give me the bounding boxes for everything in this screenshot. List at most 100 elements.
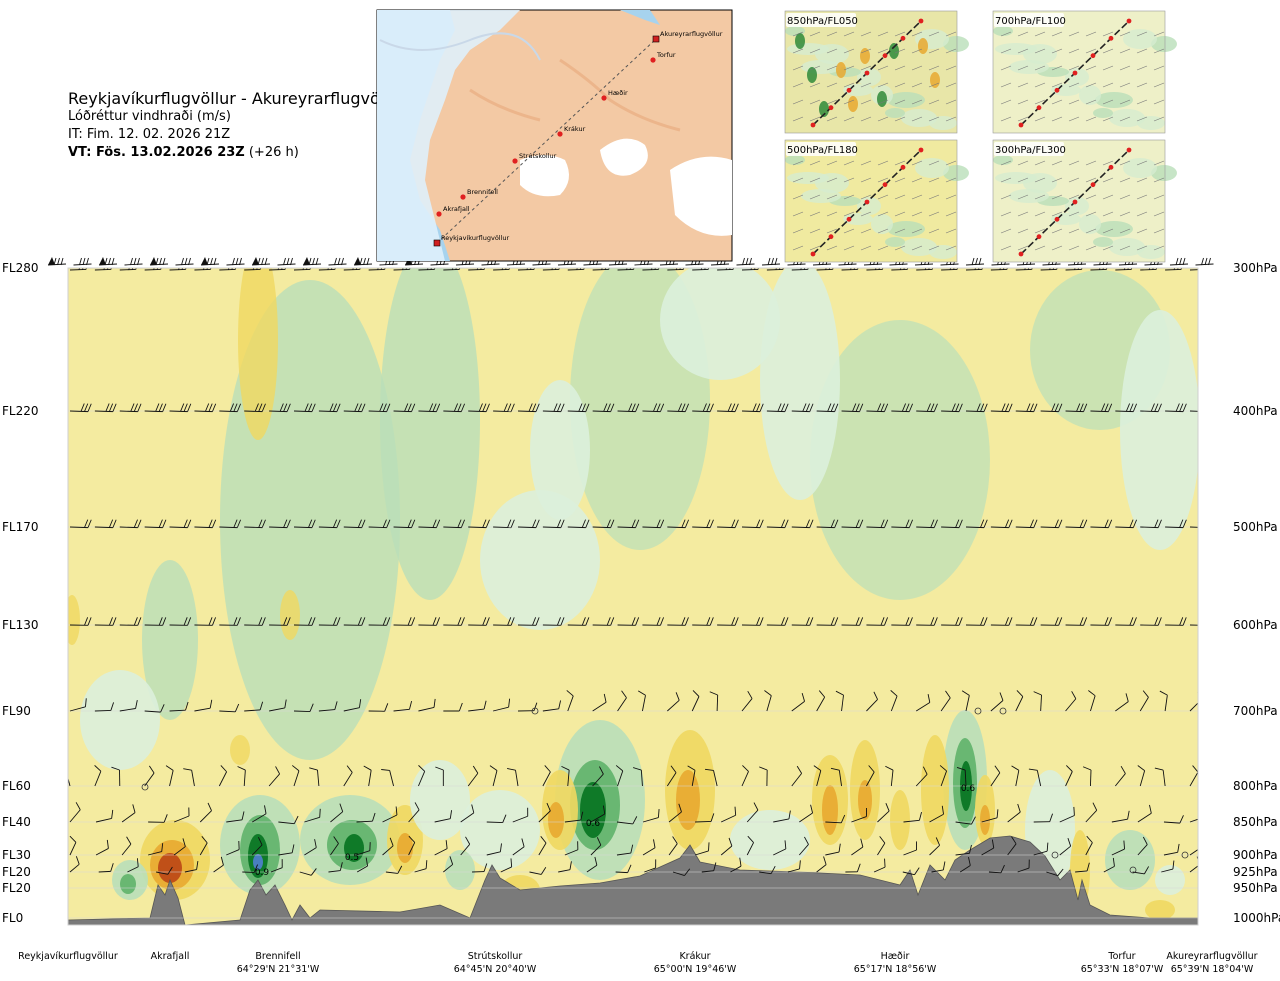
wind-barb [813, 765, 822, 787]
wind-barb [965, 617, 988, 626]
top-wind-barb [302, 257, 322, 266]
wind-barb [194, 519, 217, 529]
field-cell [858, 780, 872, 820]
wind-barb [121, 836, 132, 856]
wind-barb [915, 694, 931, 712]
wind-barb [418, 403, 441, 413]
wind-barb [95, 839, 109, 856]
wind-barb [1082, 766, 1092, 787]
wind-barb [382, 837, 394, 856]
wind-barb [717, 403, 739, 413]
wind-barb [356, 857, 369, 873]
wind-barb [903, 841, 918, 856]
wind-barb [564, 811, 584, 823]
wind-barb [1163, 815, 1184, 824]
wind-barb [692, 519, 714, 529]
wind-barb [1103, 857, 1115, 873]
chart-title-block: Reykjavíkurflugvöllur - Akureyrarflugvöl… [68, 90, 405, 162]
map-station-marker [557, 131, 563, 137]
wind-barb [866, 519, 889, 529]
wind-barb [1015, 617, 1038, 626]
pressure-level-label: 900hPa [1233, 848, 1278, 862]
station-coord: 65°39'N 18°04'W [1171, 964, 1254, 975]
wind-barb [529, 867, 547, 875]
wind-barb [564, 841, 579, 856]
wind-barb [1065, 403, 1088, 413]
wind-barb [144, 617, 167, 626]
wind-barb [330, 836, 339, 856]
wind-barb [746, 835, 754, 856]
calm-wind-marker [974, 707, 982, 715]
wind-barb [990, 519, 1013, 529]
wind-barb [617, 617, 640, 626]
wind-barb [741, 765, 749, 787]
wind-barb [293, 703, 314, 713]
wind-barb [69, 617, 92, 626]
wind-barb [642, 519, 665, 529]
wind-barb [642, 403, 665, 413]
wind-barb [291, 765, 300, 787]
pressure-level-label: 800hPa [1233, 779, 1278, 793]
wind-barb [644, 859, 657, 873]
wind-barb [363, 765, 372, 787]
wind-barb [468, 519, 490, 529]
wind-barb [119, 617, 142, 626]
pressure-level-label: 850hPa [1233, 815, 1278, 829]
mini-map-label: 300hPa/FL300 [995, 145, 1066, 156]
field-cell [80, 670, 160, 770]
wind-barb [816, 403, 839, 413]
map-station-label: Krákur [564, 125, 586, 133]
wind-barb [278, 844, 295, 856]
wind-barb [434, 840, 448, 856]
wind-barb [512, 838, 525, 856]
wind-barb [592, 766, 604, 787]
wind-barb [990, 617, 1013, 626]
field-cell [253, 854, 263, 870]
wind-barb [299, 868, 317, 876]
wind-barb [567, 617, 590, 626]
wind-barb [851, 807, 867, 823]
calm-wind-marker [1181, 851, 1189, 859]
wind-barb [512, 807, 529, 823]
wind-barb [435, 766, 444, 786]
wind-barb [418, 617, 440, 626]
wind-barb [1189, 765, 1198, 787]
field-cell [548, 802, 564, 838]
wind-barb [95, 809, 114, 823]
field-cell [1155, 865, 1185, 895]
field-cell [445, 850, 475, 890]
wind-barb [318, 701, 338, 712]
wind-barb [121, 804, 136, 823]
wind-barb [194, 403, 217, 413]
wind-barb [1115, 519, 1138, 529]
wind-barb [69, 835, 77, 856]
wind-barb [791, 403, 814, 413]
field-cell [380, 268, 480, 600]
station-coord: 64°29'N 21°31'W [237, 964, 320, 975]
wind-barb [517, 617, 540, 626]
wind-barb [1065, 617, 1088, 626]
wind-barb [343, 699, 362, 712]
vertical-velocity-field: 0.9 0.5 0.6 0.6 [68, 268, 1198, 925]
field-cell [890, 790, 910, 850]
wind-barb [382, 806, 398, 823]
wind-barb [269, 403, 291, 413]
wind-barb [1011, 765, 1020, 787]
wind-barb [866, 403, 889, 413]
station-coord: 65°00'N 19°46'W [654, 964, 737, 975]
wind-barb [941, 519, 963, 529]
map-station-marker [436, 211, 442, 217]
wind-barb [1165, 617, 1187, 626]
wind-barb [816, 519, 839, 529]
wind-barb [356, 842, 371, 856]
valid-time-lead: (+26 h) [244, 145, 299, 160]
wind-barb [318, 617, 341, 626]
pressure-level-label: 1000hPa [1233, 911, 1280, 925]
wind-barb [637, 690, 646, 712]
wind-barb [561, 765, 570, 787]
wind-barb [903, 811, 922, 823]
wind-barb [368, 703, 389, 712]
wind-barb [668, 803, 682, 823]
calm-wind-marker [141, 783, 149, 791]
flight-level-label: FL170 [2, 520, 39, 534]
